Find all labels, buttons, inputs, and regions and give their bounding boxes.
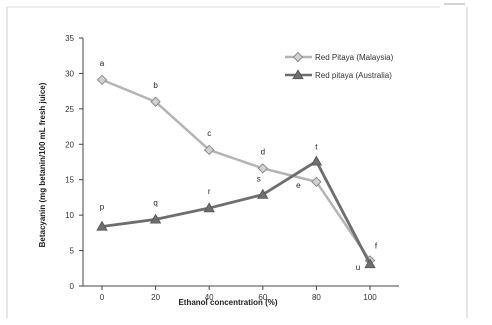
point-label-australia: p xyxy=(100,202,105,211)
y-tick-label: 10 xyxy=(65,211,74,220)
point-labels: a b c d e f p q r s t u xyxy=(100,59,378,272)
point-label-australia: s xyxy=(257,175,261,184)
y-tick-label: 25 xyxy=(65,105,74,114)
point-malaysia xyxy=(150,96,161,107)
y-tick-label: 30 xyxy=(65,69,74,78)
y-tick-label: 35 xyxy=(65,34,74,43)
legend-label-australia: Red pitaya (Australia) xyxy=(315,71,392,80)
x-tick-label: 40 xyxy=(205,293,214,302)
point-australia xyxy=(149,213,162,224)
x-tick-label: 20 xyxy=(151,293,160,302)
legend-label-malaysia: Red Pitaya (Malaysia) xyxy=(315,53,394,62)
point-malaysia xyxy=(96,74,108,86)
legend-marker-australia xyxy=(292,69,304,80)
point-label-malaysia: c xyxy=(207,129,211,138)
point-malaysia xyxy=(257,163,269,174)
point-malaysia xyxy=(203,144,215,156)
point-label-malaysia: f xyxy=(375,241,378,250)
y-tick-label: 5 xyxy=(70,247,75,256)
point-malaysia xyxy=(311,176,322,188)
series-line-malaysia xyxy=(101,78,372,262)
legend: Red Pitaya (Malaysia) Red pitaya (Austral… xyxy=(285,51,394,80)
point-label-australia: q xyxy=(153,198,157,207)
x-axis-title: Ethanol concentration (%) xyxy=(178,298,277,307)
y-tick-label: 15 xyxy=(65,176,74,185)
point-label-australia: t xyxy=(315,142,318,151)
y-axis-ticks: 0 5 10 15 20 25 30 35 xyxy=(65,34,83,291)
point-australia xyxy=(96,220,108,231)
point-australia xyxy=(257,188,269,199)
x-tick-label: 60 xyxy=(258,293,267,302)
y-tick-label: 0 xyxy=(70,282,75,291)
y-axis-title: Betacyanin (mg betanin/100 mL fresh juic… xyxy=(38,82,47,247)
point-label-malaysia: b xyxy=(153,81,158,90)
point-label-malaysia: a xyxy=(100,59,105,68)
x-tick-label: 0 xyxy=(100,293,105,302)
point-label-malaysia: d xyxy=(261,147,265,156)
point-australia xyxy=(364,258,376,269)
legend-marker-malaysia xyxy=(292,51,304,63)
y-tick-label: 20 xyxy=(65,140,74,149)
x-tick-label: 100 xyxy=(363,293,377,302)
point-label-australia: u xyxy=(356,263,360,272)
series-layer xyxy=(96,74,376,269)
series-line-australia xyxy=(101,159,372,265)
point-australia xyxy=(203,202,215,213)
point-label-malaysia: e xyxy=(296,181,301,190)
point-label-australia: r xyxy=(208,187,211,196)
x-tick-label: 80 xyxy=(312,293,321,302)
x-axis-ticks: 0 20 40 60 80 100 xyxy=(100,286,377,302)
point-australia xyxy=(310,155,323,166)
